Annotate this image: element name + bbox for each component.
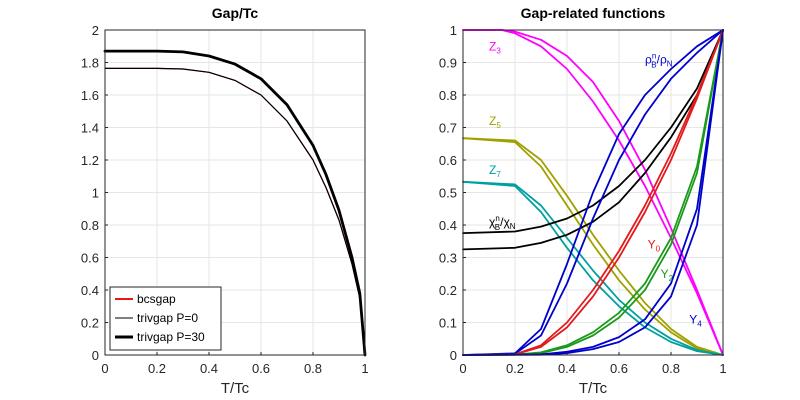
x-tick-label: 1 [719, 361, 726, 376]
right-ticks: 0 0.2 0.4 0.6 0.8 1 0 0.1 0.2 0.3 0.4 0.5 0.6 0.7 0.8 0… [439, 23, 727, 376]
right-x-axis-label: T/Tc [579, 380, 608, 397]
series-line-3 [462, 137, 724, 356]
y-tick-label: 1 [92, 186, 99, 201]
series-line-9 [462, 29, 724, 356]
y-tick-label: 0.2 [439, 283, 457, 298]
series-line-15 [462, 29, 724, 356]
curve-label-6: Y2 [661, 267, 674, 283]
x-tick-label: 0.6 [610, 361, 628, 376]
x-tick-label: 0 [101, 361, 108, 376]
curve-label-0: Z3 [489, 39, 501, 55]
y-tick-label: 0.7 [439, 121, 457, 136]
y-tick-label: 0 [92, 348, 99, 363]
series-line-0 [462, 29, 724, 356]
left-ticks: 0 0.2 0.4 0.6 0.8 1 0 0.2 0.4 0.6 0.8 1 1.2 1.4 1.6 1.8… [81, 23, 369, 376]
x-tick-label: 0.8 [304, 361, 322, 376]
x-tick-label: 0.2 [506, 361, 524, 376]
x-tick-label: 0.4 [200, 361, 218, 376]
series-line-7 [462, 29, 724, 251]
legend-label-trivgap-p30: trivgap P=30 [137, 330, 205, 344]
curve-label-7: Y4 [689, 312, 702, 328]
right-chart-title: Gap-related functions [521, 5, 666, 21]
left-series [103, 49, 367, 357]
y-tick-label: 1.2 [81, 153, 99, 168]
y-tick-label: 2 [92, 23, 99, 38]
right-series [462, 29, 724, 356]
x-tick-label: 0 [459, 361, 466, 376]
series-line-2 [462, 137, 724, 356]
curve-label-3: χn B/χN [489, 214, 516, 232]
curve-label-2: Z7 [489, 163, 501, 179]
y-tick-label: 1.8 [81, 56, 99, 71]
y-tick-label: 1.6 [81, 88, 99, 103]
right-axes: 0 0.2 0.4 0.6 0.8 1 0 0.1 0.2 0.3 0.4 0.5 0.6 0.7 0.8 0… [439, 5, 727, 397]
y-tick-label: 0.1 [439, 316, 457, 331]
y-tick-label: 0.4 [439, 218, 457, 233]
legend: bcsgap trivgap P=0 trivgap P=30 [109, 286, 222, 351]
series-line-8 [462, 29, 724, 356]
y-tick-label: 0.2 [81, 316, 99, 331]
x-tick-label: 0.4 [558, 361, 576, 376]
series-line-1 [104, 67, 366, 356]
series-line-6 [462, 29, 724, 235]
curve-label-1: Z5 [489, 114, 501, 130]
y-tick-label: 0.5 [439, 186, 457, 201]
y-tick-label: 0.6 [81, 251, 99, 266]
left-axes: 0 0.2 0.4 0.6 0.8 1 0 0.2 0.4 0.6 0.8 1 1.2 1.4 1.6 1.8… [81, 5, 369, 397]
series-line-11 [462, 29, 724, 356]
series-line-5 [462, 180, 724, 356]
y-tick-label: 1.4 [81, 121, 99, 136]
curve-label-5: Y0 [648, 238, 661, 254]
y-tick-label: 0.3 [439, 251, 457, 266]
y-tick-label: 0.9 [439, 56, 457, 71]
x-tick-label: 0.6 [252, 361, 270, 376]
y-tick-label: 0.4 [81, 283, 99, 298]
y-tick-label: 0.8 [439, 88, 457, 103]
curve-label-4: ρn B/ρN [645, 51, 673, 69]
left-x-axis-label: T/Tc [221, 380, 250, 397]
legend-label-bcsgap: bcsgap [137, 292, 176, 306]
x-tick-label: 0.8 [662, 361, 680, 376]
left-chart-title: Gap/Tc [212, 5, 259, 21]
y-tick-label: 0.8 [81, 218, 99, 233]
series-line-4 [462, 180, 724, 356]
y-tick-label: 0.6 [439, 153, 457, 168]
x-tick-label: 0.2 [148, 361, 166, 376]
y-tick-label: 1 [450, 23, 457, 38]
y-tick-label: 0 [450, 348, 457, 363]
series-line-2 [103, 49, 367, 357]
x-tick-label: 1 [361, 361, 368, 376]
legend-label-trivgap-p0: trivgap P=0 [137, 311, 198, 325]
